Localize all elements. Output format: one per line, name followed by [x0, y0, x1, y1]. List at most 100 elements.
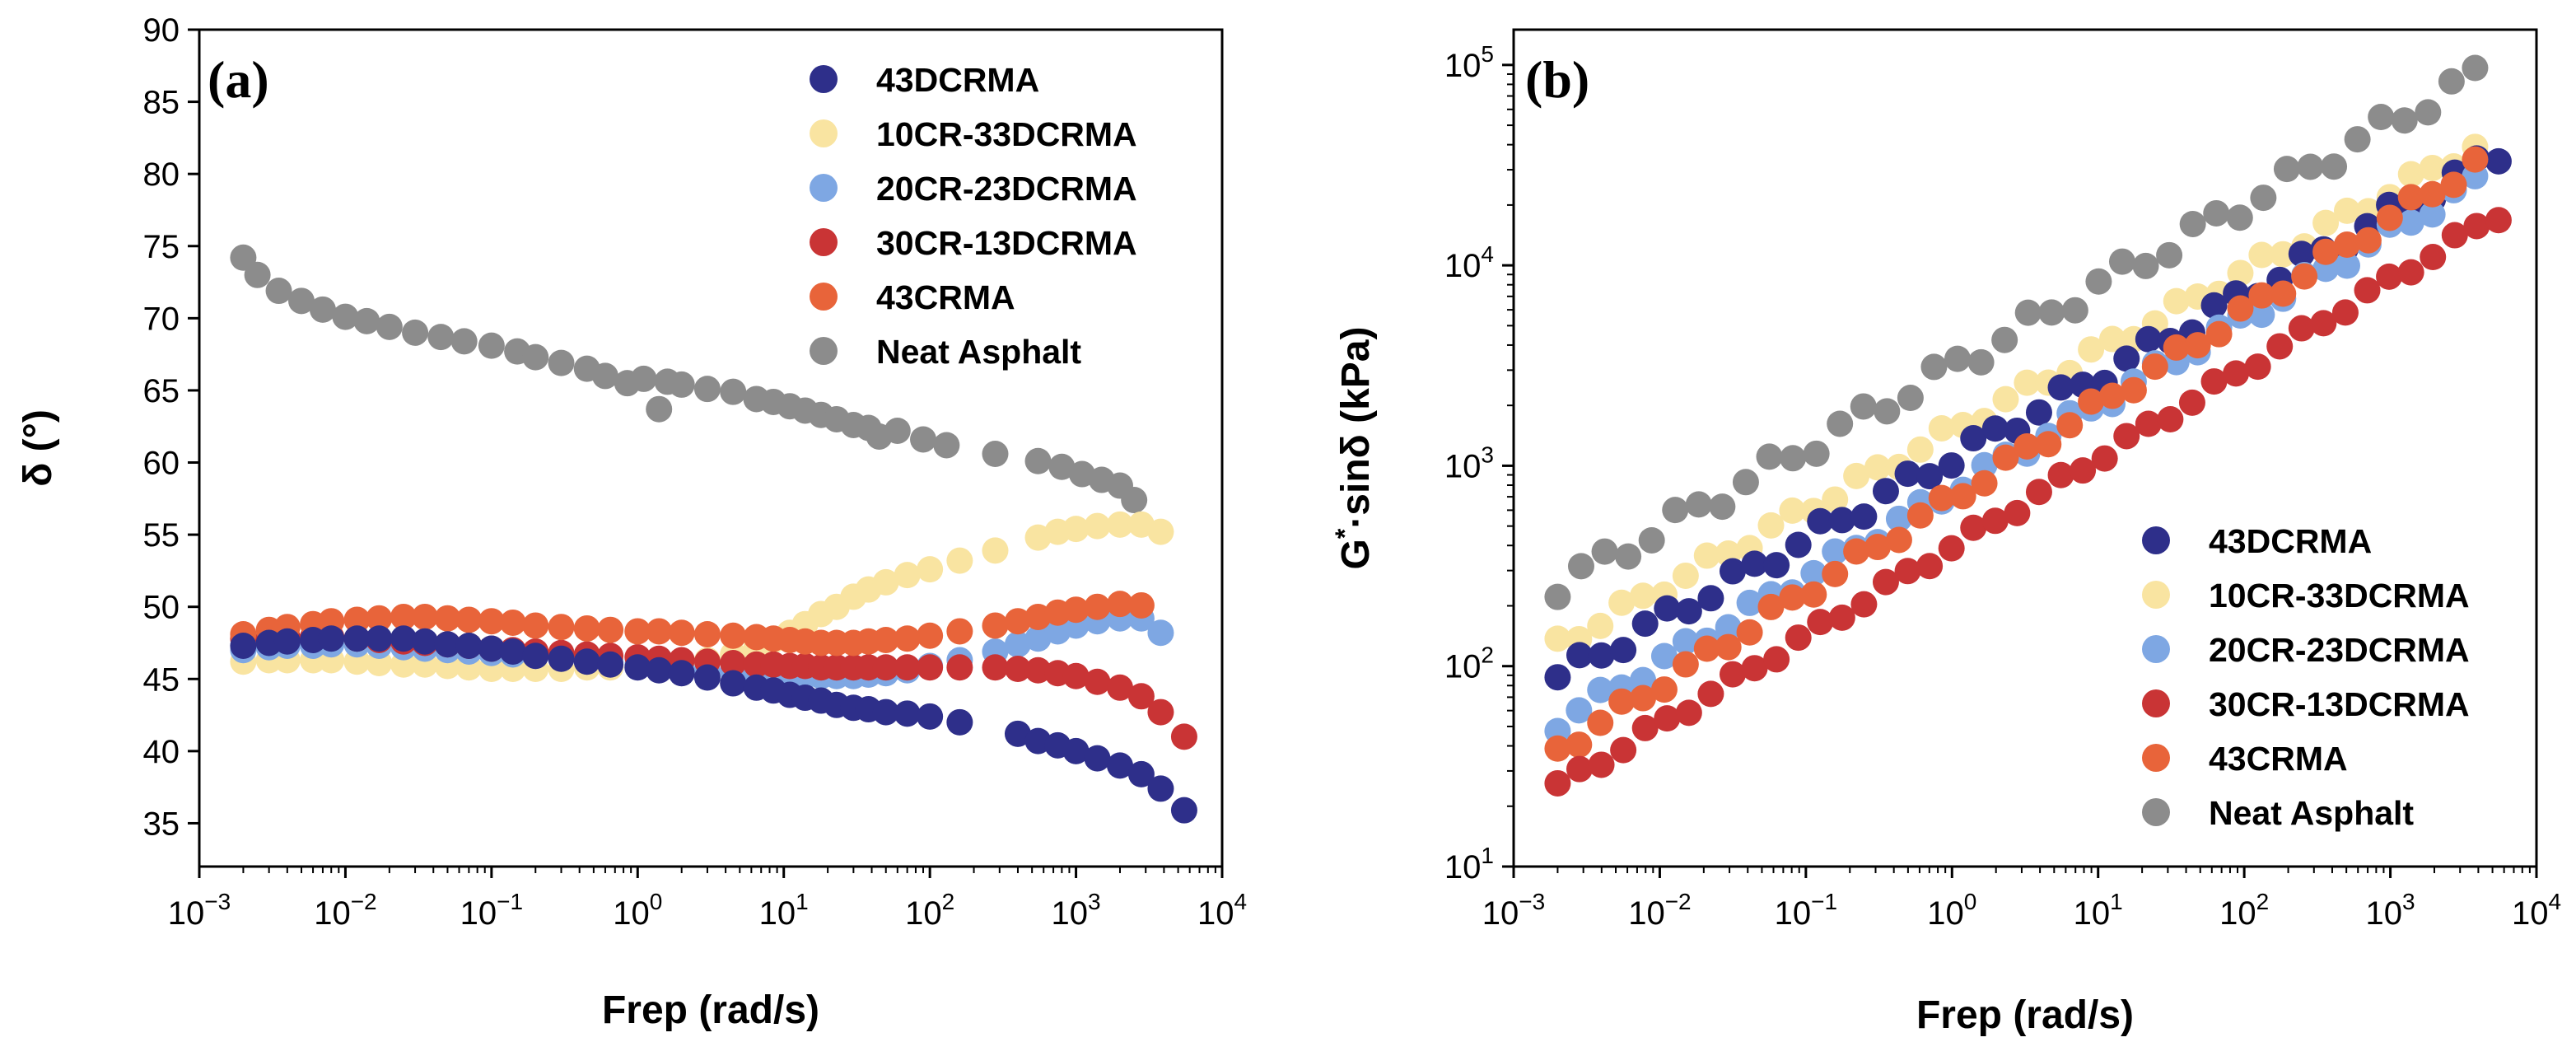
legend-marker-b: [2142, 744, 2170, 772]
data-points-b: [1544, 54, 2512, 797]
point-a: [1084, 593, 1111, 620]
x-tick-label-a: 100: [613, 889, 662, 932]
y-axis-title-b-rest: ·sinδ (kPa): [1334, 327, 1378, 529]
point-b: [1981, 507, 2009, 535]
point-a: [894, 700, 921, 727]
point-b: [2415, 99, 2442, 126]
point-b: [2321, 153, 2348, 180]
point-b: [2419, 201, 2446, 228]
point-b: [2163, 334, 2190, 361]
point-b: [2070, 457, 2097, 484]
point-b: [1741, 655, 1768, 682]
point-a: [1024, 603, 1052, 630]
point-b: [2376, 204, 2403, 231]
point-a: [1062, 737, 1090, 764]
x-tick-label-b-exp: 1: [2110, 889, 2123, 914]
point-a: [1147, 775, 1174, 802]
point-a: [624, 654, 651, 681]
point-b: [2205, 320, 2233, 348]
x-tick-label-b-exp: −1: [1811, 889, 1837, 914]
point-b: [2419, 154, 2446, 181]
point-b: [2184, 332, 2211, 359]
point-b: [1885, 505, 1912, 532]
point-b: [2227, 259, 2254, 287]
point-b: [1757, 512, 1785, 539]
point-a: [499, 609, 526, 636]
point-b: [1885, 526, 1912, 554]
point-a: [597, 616, 624, 643]
point-b: [1807, 507, 1834, 535]
point-b: [2226, 204, 2253, 231]
x-tick-label-a-exp: 1: [796, 889, 809, 914]
point-b: [1544, 625, 1571, 652]
point-b: [1864, 454, 1892, 481]
panel-label-b: (b): [1525, 50, 1589, 109]
point-b: [1544, 735, 1571, 762]
legend-label-a: 43DCRMA: [876, 61, 1039, 99]
x-tick-label-a-base: 10: [1197, 895, 1234, 932]
y-tick-label-b-base: 10: [1444, 849, 1482, 885]
x-tick-label-b-exp: −2: [1665, 889, 1692, 914]
point-b: [1615, 543, 1642, 570]
point-b: [1638, 526, 1665, 554]
point-b: [1992, 385, 2019, 413]
legend-marker-a: [810, 119, 838, 147]
point-a: [1106, 752, 1133, 779]
point-a: [946, 654, 973, 681]
x-tick-label-a: 103: [1052, 889, 1101, 932]
legend-label-b: Neat Asphalt: [2209, 794, 2414, 832]
x-tick-label-a-base: 10: [168, 895, 205, 932]
point-b: [2288, 315, 2315, 342]
y-axis-title-b-main: G: [1334, 539, 1378, 569]
point-b: [2397, 259, 2424, 286]
point-a: [265, 278, 292, 305]
point-b: [1780, 445, 1807, 472]
legend-marker-a: [810, 65, 838, 93]
point-a: [630, 365, 657, 392]
point-a: [478, 332, 505, 359]
point-b: [1697, 585, 1724, 612]
point-a: [548, 349, 575, 376]
point-b: [2135, 325, 2162, 353]
point-b: [1906, 436, 1934, 463]
point-a: [917, 622, 944, 649]
point-b: [2203, 199, 2230, 227]
point-b: [1654, 595, 1681, 622]
point-b: [1697, 680, 1724, 708]
point-b: [1822, 538, 1849, 565]
point-b: [1949, 483, 1976, 510]
point-b: [2108, 248, 2135, 275]
point-b: [1872, 478, 1899, 505]
point-b: [1828, 507, 1855, 534]
point-b: [1800, 581, 1827, 608]
point-b: [2440, 171, 2467, 199]
point-a: [894, 625, 921, 652]
x-tick-label-b-exp: 2: [2256, 889, 2270, 914]
point-a: [894, 562, 921, 589]
point-a: [597, 651, 624, 678]
point-b: [1544, 583, 1571, 610]
point-a: [1106, 674, 1133, 701]
legend-label-b: 30CR-13DCRMA: [2209, 685, 2470, 723]
x-tick-label-a-exp: 3: [1088, 889, 1101, 914]
x-tick-label-b-exp: 0: [1964, 889, 1977, 914]
point-b: [2025, 479, 2052, 506]
x-tick-label-a-exp: 4: [1234, 889, 1247, 914]
y-tick-label-b-exp: 3: [1481, 442, 1494, 467]
y-tick-label-b-base: 10: [1444, 248, 1482, 284]
point-a: [946, 618, 973, 645]
point-b: [1654, 705, 1681, 732]
y-tick-label-b-exp: 1: [1481, 843, 1494, 868]
point-a: [522, 343, 549, 371]
point-a: [1048, 453, 1076, 480]
point-b: [1709, 493, 1736, 521]
point-b: [2085, 268, 2112, 295]
point-a: [720, 622, 747, 649]
point-b: [1610, 736, 1637, 764]
point-b: [1763, 646, 1790, 673]
point-b: [1872, 568, 1899, 596]
point-b: [1566, 731, 1593, 759]
x-tick-label-a-exp: 0: [650, 889, 663, 914]
x-tick-label-b-base: 10: [1482, 895, 1519, 932]
axis-ticks-a: 10−3 10−2 10−1 100 101 102 103 1043540455055606…: [143, 12, 1248, 932]
